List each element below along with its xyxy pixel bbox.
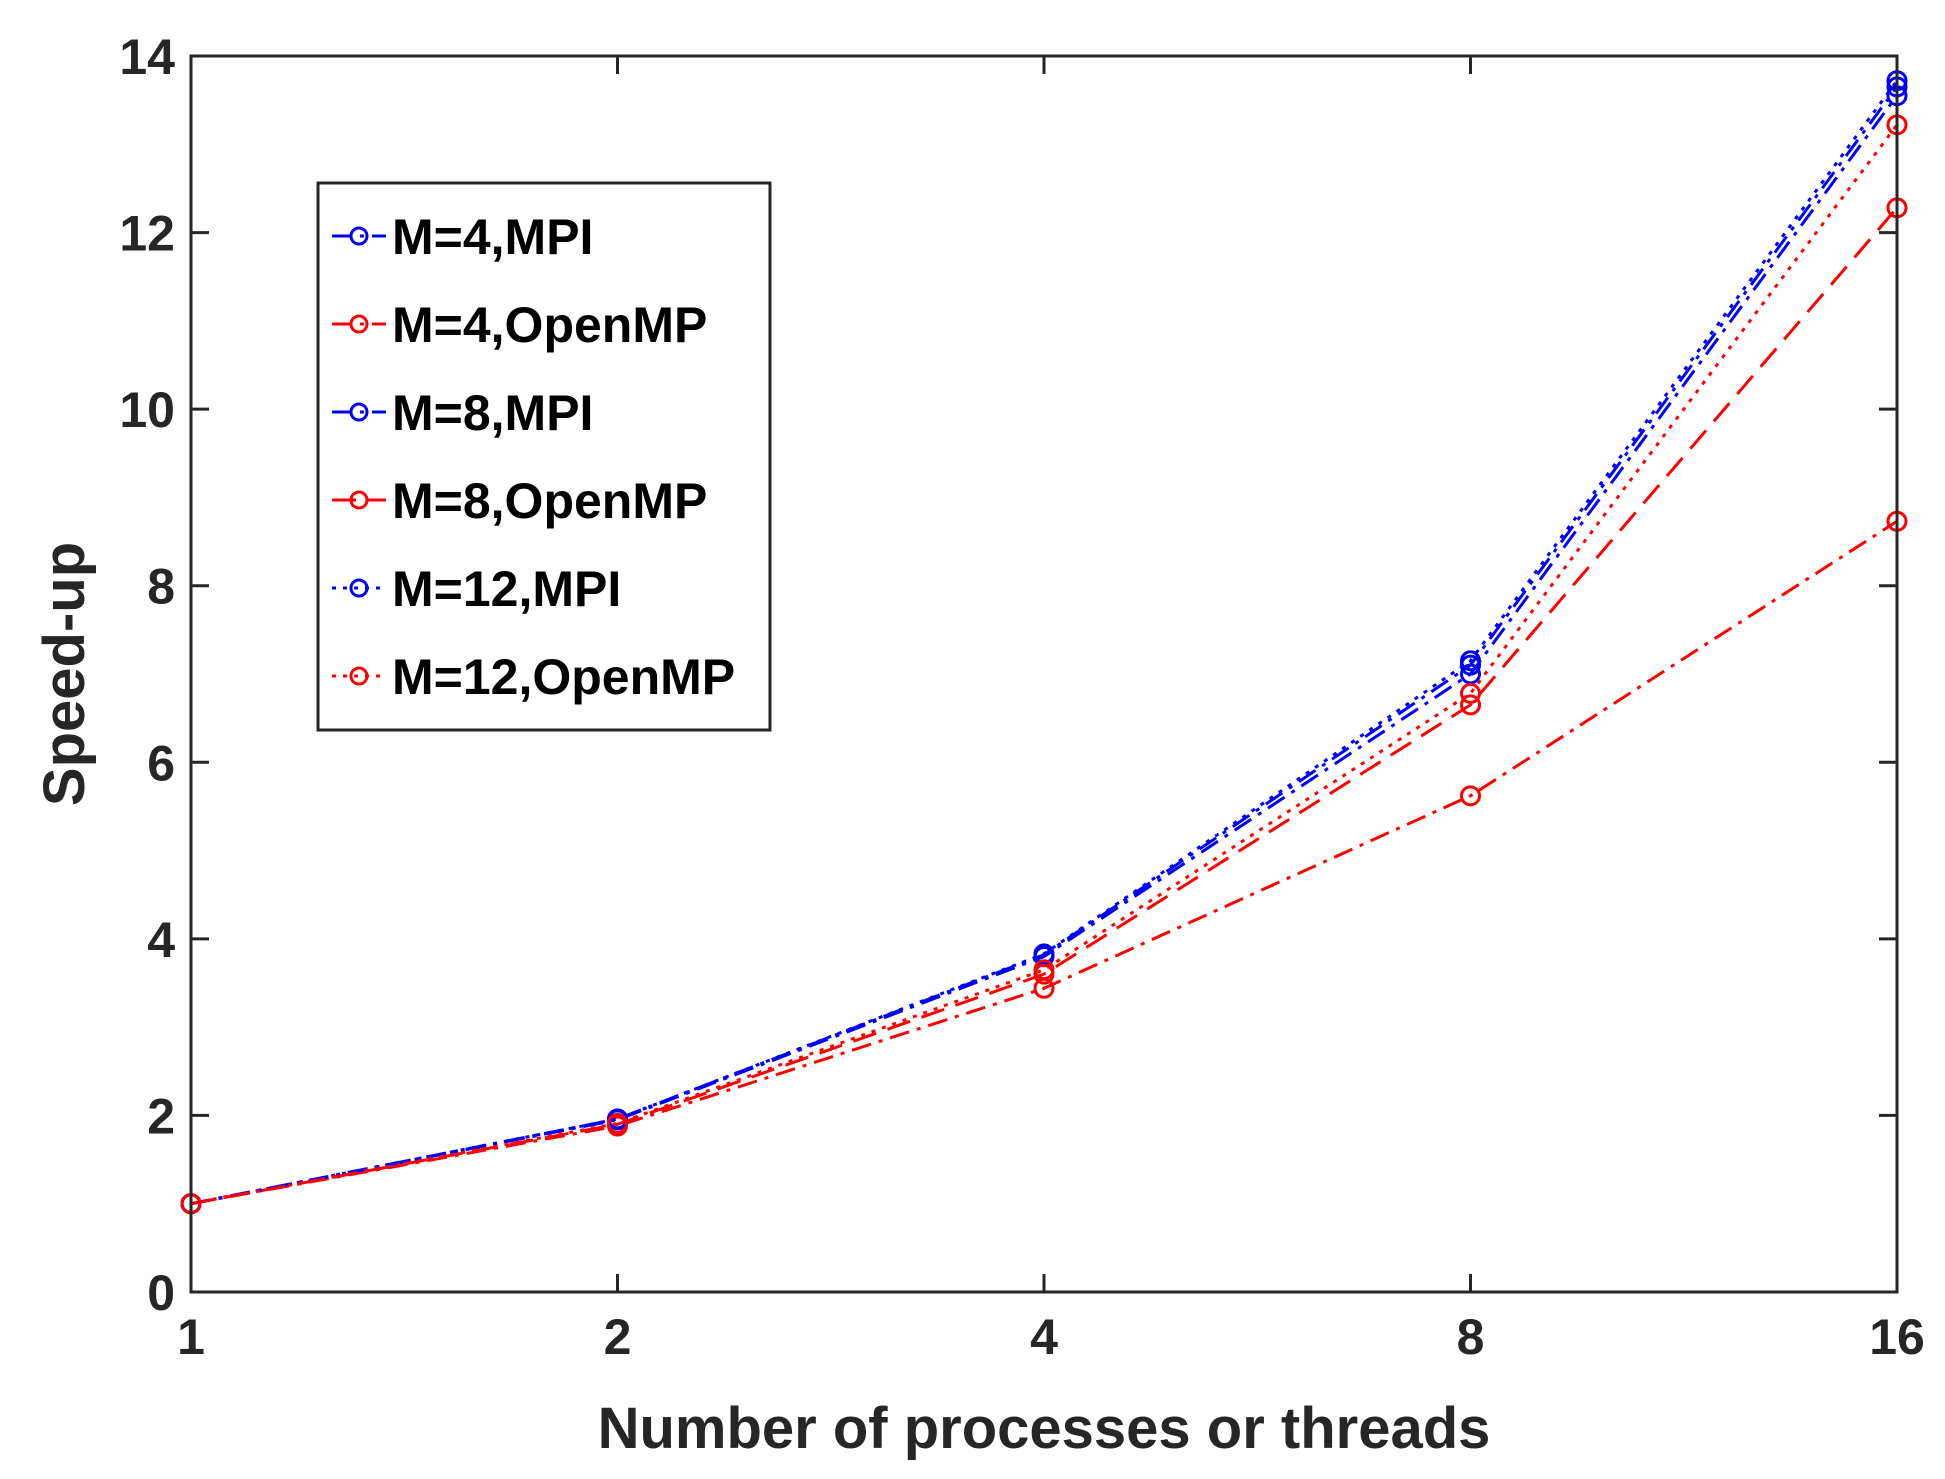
legend-label: M=4,OpenMP (392, 297, 707, 353)
legend-label: M=8,MPI (392, 385, 593, 441)
y-tick-label: 0 (147, 1265, 175, 1321)
y-tick-label: 2 (147, 1088, 175, 1144)
legend-marker (349, 402, 369, 422)
legend-marker (349, 314, 369, 334)
y-tick-label: 4 (147, 912, 175, 968)
legend-marker (349, 226, 369, 246)
series-line (190, 79, 1899, 1206)
data-point (1460, 694, 1481, 716)
legend-box (316, 181, 772, 732)
x-axis-label: Number of processes or threads (598, 1396, 1491, 1461)
data-point (1460, 650, 1481, 672)
data-point (1460, 682, 1481, 704)
y-axis-label: Speed-up (32, 542, 97, 806)
x-tick-label: 4 (1030, 1309, 1058, 1365)
legend-label: M=12,OpenMP (392, 649, 735, 705)
data-point (1033, 943, 1055, 965)
legend-label: M=8,OpenMP (392, 473, 707, 529)
y-tick-label: 6 (147, 735, 175, 791)
legend-marker (349, 490, 369, 510)
y-tick-label: 12 (119, 206, 175, 262)
y-tick-label: 14 (119, 29, 175, 85)
y-tick-label: 10 (119, 382, 175, 438)
y-tick-label: 8 (147, 559, 175, 615)
data-point (607, 1112, 628, 1134)
x-tick-label: 8 (1457, 1309, 1485, 1365)
x-tick-label: 1 (177, 1309, 205, 1365)
plot-marks (180, 70, 1908, 1215)
legend-marker (349, 578, 369, 598)
x-tick-label: 2 (604, 1309, 632, 1365)
x-tick-label: 16 (1869, 1309, 1925, 1365)
data-point (1033, 959, 1055, 981)
series-line (190, 123, 1899, 1206)
legend-label: M=12,MPI (392, 561, 621, 617)
legend: M=4,MPI M=4,OpenMP M=8,MPI M=8,OpenMP M=12,M… (316, 181, 772, 732)
data-point (1460, 785, 1481, 807)
legend-marker (349, 666, 369, 686)
legend-label: M=4,MPI (392, 209, 593, 265)
